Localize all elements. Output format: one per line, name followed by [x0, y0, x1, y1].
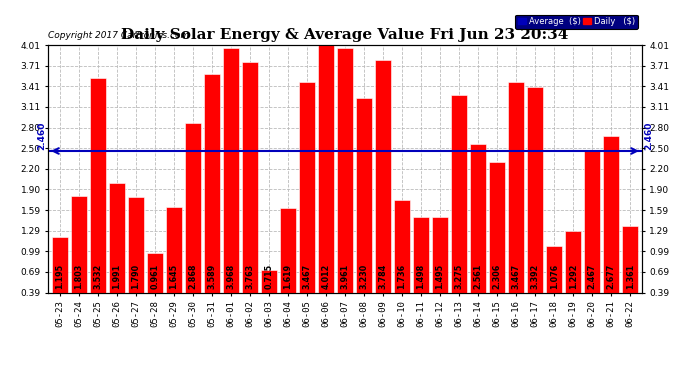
Bar: [223, 48, 239, 319]
Text: 0.715: 0.715: [264, 264, 273, 289]
Text: 3.784: 3.784: [379, 264, 388, 289]
Text: 2.561: 2.561: [473, 264, 482, 289]
Bar: [241, 62, 258, 319]
Bar: [166, 207, 182, 319]
Text: Copyright 2017 Cartronics.com: Copyright 2017 Cartronics.com: [48, 31, 190, 40]
Text: 3.467: 3.467: [302, 264, 311, 289]
Text: 2.868: 2.868: [188, 264, 197, 289]
Text: 0.961: 0.961: [150, 264, 159, 289]
Text: 4.012: 4.012: [322, 264, 331, 289]
Text: 1.736: 1.736: [397, 264, 406, 289]
Text: 3.961: 3.961: [340, 264, 350, 289]
Bar: [375, 60, 391, 319]
Text: 3.589: 3.589: [208, 264, 217, 289]
Bar: [261, 270, 277, 319]
Text: 1.495: 1.495: [435, 264, 444, 289]
Text: 3.968: 3.968: [226, 264, 235, 289]
Text: 1.195: 1.195: [55, 264, 64, 289]
Bar: [527, 87, 543, 319]
Bar: [185, 123, 201, 319]
Text: 1.645: 1.645: [169, 264, 178, 289]
Text: 2.677: 2.677: [607, 264, 615, 289]
Bar: [70, 196, 87, 319]
Bar: [413, 217, 429, 319]
Bar: [52, 237, 68, 319]
Bar: [128, 197, 144, 319]
Bar: [565, 231, 581, 319]
Text: 3.275: 3.275: [455, 264, 464, 289]
Bar: [90, 78, 106, 319]
Text: 1.498: 1.498: [417, 264, 426, 289]
Bar: [394, 201, 410, 319]
Text: 1.803: 1.803: [75, 264, 83, 289]
Bar: [280, 209, 296, 319]
Bar: [318, 45, 334, 319]
Text: 3.392: 3.392: [531, 264, 540, 289]
Bar: [489, 162, 505, 319]
Bar: [299, 82, 315, 319]
Text: 1.076: 1.076: [550, 264, 559, 289]
Bar: [546, 246, 562, 319]
Text: 1.361: 1.361: [626, 264, 635, 289]
Bar: [356, 98, 372, 319]
Text: 1.790: 1.790: [131, 264, 140, 289]
Bar: [603, 136, 620, 319]
Bar: [584, 150, 600, 319]
Legend: Average  ($), Daily   ($): Average ($), Daily ($): [515, 15, 638, 28]
Text: 2.460: 2.460: [644, 121, 653, 150]
Bar: [109, 183, 125, 319]
Text: 1.991: 1.991: [112, 264, 121, 289]
Text: 3.763: 3.763: [246, 264, 255, 289]
Text: 1.292: 1.292: [569, 264, 578, 289]
Text: 2.467: 2.467: [588, 264, 597, 289]
Bar: [337, 48, 353, 319]
Bar: [470, 144, 486, 319]
Title: Daily Solar Energy & Average Value Fri Jun 23 20:34: Daily Solar Energy & Average Value Fri J…: [121, 28, 569, 42]
Bar: [204, 74, 220, 319]
Bar: [622, 226, 638, 319]
Bar: [451, 95, 467, 319]
Text: 3.532: 3.532: [93, 264, 102, 289]
Text: 3.230: 3.230: [359, 264, 368, 289]
Text: 2.460: 2.460: [37, 121, 46, 150]
Text: 1.619: 1.619: [284, 264, 293, 289]
Text: 2.306: 2.306: [493, 264, 502, 289]
Bar: [508, 82, 524, 319]
Bar: [432, 217, 448, 319]
Text: 3.467: 3.467: [512, 264, 521, 289]
Bar: [147, 254, 163, 319]
